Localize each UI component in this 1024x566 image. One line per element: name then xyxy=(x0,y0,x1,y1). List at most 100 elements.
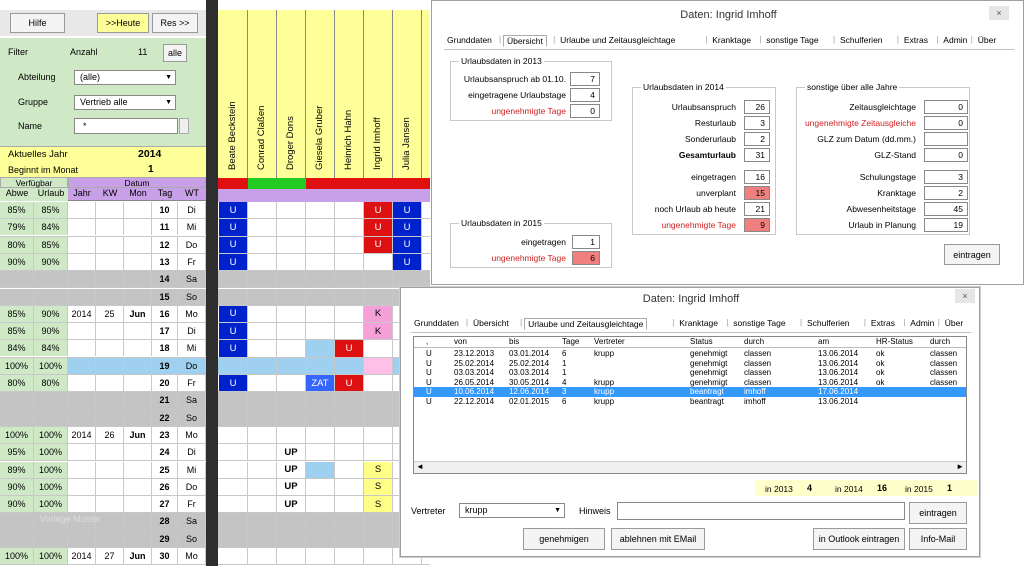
grid-cell[interactable] xyxy=(306,462,335,478)
grid-cell[interactable] xyxy=(364,289,393,305)
grid-cell[interactable] xyxy=(335,271,364,287)
grid-cell[interactable] xyxy=(248,531,277,547)
grid-cell[interactable]: U xyxy=(219,375,248,391)
close-icon[interactable]: × xyxy=(955,289,975,303)
stat-value[interactable]: 0 xyxy=(924,100,968,114)
employee-column-header[interactable]: Heinrich Hahn xyxy=(335,10,364,178)
grid-cell[interactable] xyxy=(306,513,335,529)
tab-admin[interactable]: Admin xyxy=(907,318,937,328)
all-button[interactable]: alle xyxy=(163,44,187,62)
grid-cell[interactable] xyxy=(277,513,306,529)
grid-cell[interactable] xyxy=(335,254,364,270)
grid-cell[interactable] xyxy=(335,531,364,547)
name-input-button[interactable] xyxy=(179,118,189,134)
grid-cell[interactable]: ZAT xyxy=(306,375,335,391)
tab-urlaube-und-zeitausgleichtage[interactable]: Urlaube und Zeitausgleichtage xyxy=(557,35,678,45)
grid-cell[interactable] xyxy=(364,410,393,426)
grid-cell[interactable] xyxy=(335,358,364,374)
stat-value[interactable]: 0 xyxy=(924,148,968,162)
grid-cell[interactable] xyxy=(306,479,335,495)
grid-cell[interactable] xyxy=(248,306,277,322)
list-item[interactable]: U 26.05.2014 30.05.2014 4 krupp genehmigt clas… xyxy=(414,378,966,388)
grid-cell[interactable] xyxy=(306,427,335,443)
name-input[interactable]: * xyxy=(74,118,178,134)
column-header[interactable]: Vertreter xyxy=(594,337,625,346)
grid-cell[interactable] xyxy=(248,427,277,443)
grid-cell[interactable]: S xyxy=(364,479,393,495)
grid-cell[interactable] xyxy=(335,548,364,564)
grid-cell[interactable] xyxy=(335,496,364,512)
grid-cell[interactable] xyxy=(248,392,277,408)
grid-cell[interactable]: U xyxy=(219,237,248,253)
grid-cell[interactable] xyxy=(219,271,248,287)
stat-value[interactable]: 4 xyxy=(570,88,600,102)
grid-cell[interactable] xyxy=(306,237,335,253)
grid-cell[interactable]: U xyxy=(393,254,422,270)
grid-cell[interactable] xyxy=(248,496,277,512)
year-value[interactable]: 2014 xyxy=(138,148,161,160)
grid-cell[interactable] xyxy=(219,392,248,408)
grid-cell[interactable]: U xyxy=(393,202,422,218)
grid-cell[interactable] xyxy=(219,548,248,564)
grid-cell[interactable]: UP xyxy=(277,444,306,460)
tab-grunddaten[interactable]: Grunddaten xyxy=(444,35,495,45)
tab-extras[interactable]: Extras xyxy=(901,35,931,45)
grid-cell[interactable] xyxy=(335,427,364,443)
approve-button[interactable]: genehmigen xyxy=(523,528,605,550)
grid-cell[interactable] xyxy=(364,358,393,374)
grid-cell[interactable] xyxy=(248,375,277,391)
grid-cell[interactable] xyxy=(335,392,364,408)
list-item[interactable]: U 25.02.2014 25.02.2014 1 genehmigt classen 13… xyxy=(414,359,966,369)
tab-sonstige-tage[interactable]: sonstige Tage xyxy=(730,318,788,328)
note-input[interactable] xyxy=(617,502,905,520)
grid-cell[interactable]: U xyxy=(335,375,364,391)
grid-cell[interactable] xyxy=(306,444,335,460)
stat-value[interactable]: 45 xyxy=(924,202,968,216)
enter-button[interactable]: eintragen xyxy=(944,244,1000,265)
grid-cell[interactable]: U xyxy=(364,219,393,235)
grid-cell[interactable] xyxy=(306,254,335,270)
grid-cell[interactable]: UP xyxy=(277,479,306,495)
grid-cell[interactable]: U xyxy=(335,340,364,356)
stat-value[interactable]: 2 xyxy=(924,186,968,200)
grid-cell[interactable] xyxy=(219,462,248,478)
stat-value[interactable]: 7 xyxy=(570,72,600,86)
grid-cell[interactable] xyxy=(219,410,248,426)
outlook-button[interactable]: in Outlook eintragen xyxy=(813,528,905,550)
grid-cell[interactable] xyxy=(335,462,364,478)
employee-column-header[interactable]: Droger Dons xyxy=(277,10,306,178)
scroll-left-icon[interactable]: ◄ xyxy=(416,462,424,471)
grid-cell[interactable] xyxy=(277,254,306,270)
grid-cell[interactable] xyxy=(248,254,277,270)
column-header[interactable]: durch xyxy=(930,337,950,346)
grid-cell[interactable] xyxy=(248,548,277,564)
grid-cell[interactable] xyxy=(248,410,277,426)
grid-cell[interactable] xyxy=(364,375,393,391)
grid-cell[interactable] xyxy=(364,513,393,529)
grid-cell[interactable] xyxy=(364,392,393,408)
tab-sonstige-tage[interactable]: sonstige Tage xyxy=(763,35,821,45)
grid-cell[interactable] xyxy=(248,289,277,305)
grid-cell[interactable] xyxy=(277,323,306,339)
grid-cell[interactable] xyxy=(306,219,335,235)
tab-schulferien[interactable]: Schulferien xyxy=(804,318,853,328)
substitute-select[interactable]: krupp ▼ xyxy=(459,503,565,518)
grid-cell[interactable] xyxy=(306,323,335,339)
grid-cell[interactable] xyxy=(277,202,306,218)
grid-cell[interactable] xyxy=(277,219,306,235)
grid-cell[interactable]: U xyxy=(364,202,393,218)
stat-value[interactable]: 1 xyxy=(572,235,600,249)
grid-cell[interactable] xyxy=(364,548,393,564)
grid-cell[interactable]: U xyxy=(393,237,422,253)
grid-cell[interactable] xyxy=(248,202,277,218)
grid-cell[interactable] xyxy=(364,254,393,270)
grid-cell[interactable] xyxy=(335,306,364,322)
column-header[interactable]: durch xyxy=(744,337,764,346)
tab--ber[interactable]: Über xyxy=(942,318,966,328)
grid-cell[interactable] xyxy=(306,340,335,356)
grid-cell[interactable] xyxy=(219,358,248,374)
list-item[interactable]: U 03.03.2014 03.03.2014 1 genehmigt classen 13… xyxy=(414,368,966,378)
horizontal-scrollbar[interactable]: ◄ ► xyxy=(414,461,966,473)
stat-value[interactable]: 0 xyxy=(924,116,968,130)
grid-cell[interactable] xyxy=(248,479,277,495)
